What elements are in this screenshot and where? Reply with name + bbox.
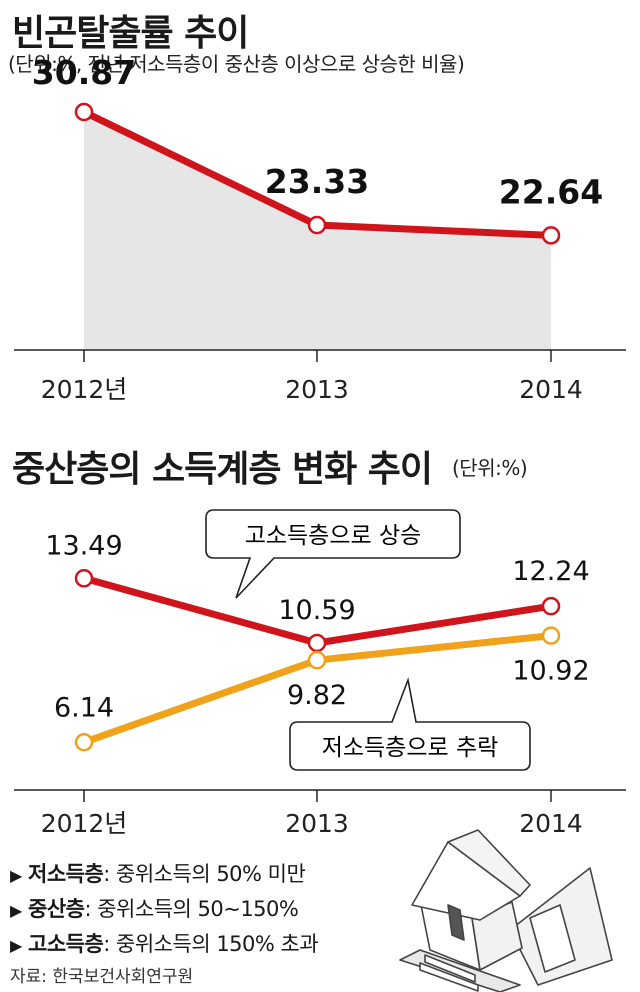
legend-item-high: ▶ 고소득층: 중위소득의 150% 초과 bbox=[10, 932, 319, 956]
chart2-x-tick-label: 2014 bbox=[519, 809, 583, 838]
chart1-x-tick-label: 2013 bbox=[285, 375, 349, 404]
chart1-subtitle: (단위:%, 전년 저소득층이 중산층 이상으로 상승한 비율) bbox=[8, 52, 465, 76]
chart1: 30.87 23.33 22.64 2012년 2013 2014 bbox=[14, 53, 626, 404]
chart1-x-tick-label: 2014 bbox=[519, 375, 583, 404]
falling-house-icon bbox=[399, 829, 613, 992]
chart2-data-label-lower: 10.92 bbox=[512, 656, 589, 687]
chart2-data-label-upper: 10.59 bbox=[278, 595, 355, 626]
chart2-title: 중산층의 소득계층 변화 추이 bbox=[12, 449, 433, 490]
triangle-bullet-icon: ▶ bbox=[10, 866, 22, 885]
chart1-x-tick-label: 2012년 bbox=[41, 375, 128, 404]
legend-item-low: ▶ 저소득층: 중위소득의 50% 미만 bbox=[10, 862, 306, 886]
triangle-bullet-icon: ▶ bbox=[10, 936, 22, 955]
chart2: 13.49 10.59 12.24 6.14 9.82 10.92 2012년 2013 20… bbox=[14, 509, 626, 838]
callout-upper-label: 고소득층으로 상승 bbox=[245, 523, 422, 549]
chart1-point bbox=[541, 226, 561, 245]
chart2-subtitle: (단위:%) bbox=[452, 456, 528, 480]
chart2-point-lower bbox=[541, 626, 561, 645]
chart2-x-tick-label: 2013 bbox=[285, 809, 349, 838]
chart2-point-lower bbox=[307, 650, 327, 670]
legend-term: 중산층 bbox=[28, 897, 85, 921]
legend-desc: 중위소득의 50∼150% bbox=[97, 897, 299, 921]
chart1-data-label: 22.64 bbox=[499, 172, 603, 211]
chart2-point-upper bbox=[541, 596, 561, 616]
chart2-data-label-upper: 13.49 bbox=[45, 530, 122, 561]
triangle-bullet-icon: ▶ bbox=[10, 901, 22, 920]
chart1-title: 빈곤탈출률 추이 bbox=[12, 13, 249, 54]
callout-lower-label: 저소득층으로 추락 bbox=[322, 735, 499, 761]
chart1-point bbox=[307, 215, 327, 235]
chart2-data-label-lower: 9.82 bbox=[287, 680, 347, 711]
callout-upper: 고소득층으로 상승 bbox=[205, 509, 461, 599]
chart2-point-upper bbox=[307, 633, 327, 653]
chart2-data-label-lower: 6.14 bbox=[54, 692, 114, 723]
source-note: 자료: 한국보건사회연구원 bbox=[10, 967, 194, 987]
chart1-data-label: 23.33 bbox=[265, 162, 369, 201]
chart2-x-tick-label: 2012년 bbox=[41, 809, 128, 838]
chart2-data-label-upper: 12.24 bbox=[512, 556, 589, 587]
legend-term: 저소득층 bbox=[28, 862, 104, 886]
legend-desc: 중위소득의 150% 초과 bbox=[116, 932, 319, 956]
chart2-point-lower bbox=[74, 733, 94, 752]
legend-term: 고소득층 bbox=[28, 932, 104, 956]
chart1-point bbox=[74, 102, 94, 122]
legend-desc: 중위소득의 50% 미만 bbox=[116, 862, 306, 886]
legend-item-middle: ▶ 중산층: 중위소득의 50∼150% bbox=[10, 897, 299, 921]
chart2-point-upper bbox=[74, 569, 94, 588]
chart1-data-label: 30.87 bbox=[32, 53, 136, 92]
callout-lower: 저소득층으로 추락 bbox=[289, 677, 531, 771]
